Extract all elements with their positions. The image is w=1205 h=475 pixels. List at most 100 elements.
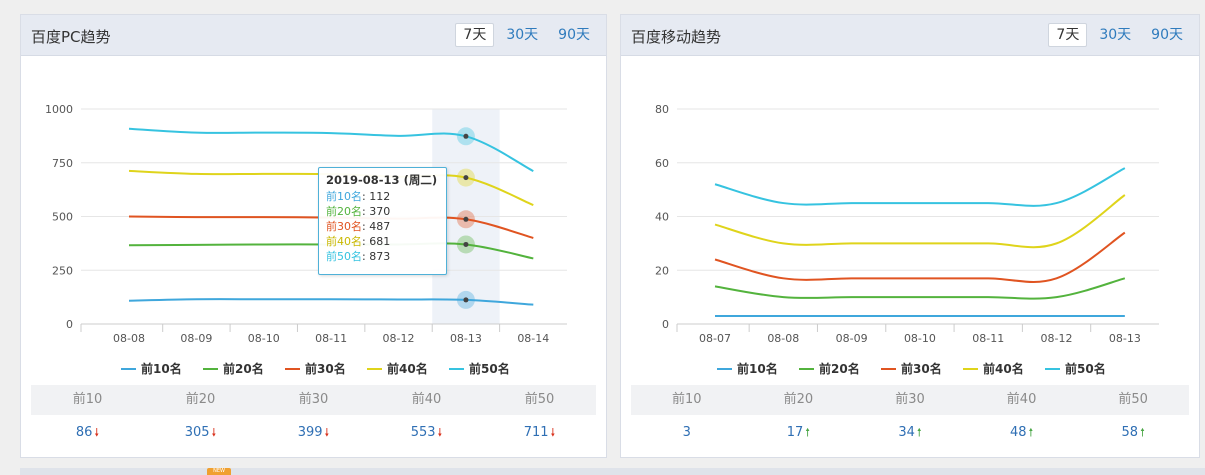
x-tick-label: 08-07 — [699, 332, 731, 345]
tooltip-series-value: 487 — [369, 220, 391, 233]
x-tick-label: 08-11 — [315, 332, 347, 345]
panel-title: 百度移动趋势 — [631, 28, 722, 46]
stats-value[interactable]: 86 — [75, 425, 93, 440]
tooltip-series-value: 873 — [369, 250, 391, 263]
stats-header-cell: 前40 — [1006, 392, 1037, 407]
tooltip-date: 2019-08-13 (周二) — [326, 173, 438, 187]
new-badge-label: NEW — [213, 468, 225, 474]
y-tick-label: 40 — [655, 211, 669, 224]
x-tick-label: 08-08 — [113, 332, 145, 345]
stats-header-cell: 前50 — [524, 392, 555, 407]
x-tick-label: 08-14 — [517, 332, 549, 345]
tooltip-series-name: 前30名 — [326, 220, 362, 233]
arrow-down-icon: 🠗 — [94, 426, 100, 439]
stats-value-cell[interactable]: 34 🠕 — [854, 415, 966, 451]
stats-value-cell[interactable]: 3 — [631, 415, 743, 451]
stats-header-cell: 前40 — [411, 392, 442, 407]
legend-label: 前20名 — [819, 361, 860, 376]
tooltip-row: 前50名: 873 — [326, 250, 391, 263]
arrow-up-icon: 🠕 — [1140, 426, 1145, 439]
stats-value-cell[interactable]: 48 🠕 — [966, 415, 1078, 451]
arrow-up-icon: 🠕 — [1028, 426, 1034, 439]
x-tick-label: 08-09 — [836, 332, 868, 345]
stats-value-cell[interactable]: 553 🠗 — [370, 415, 483, 451]
legend-label: 前40名 — [387, 361, 428, 376]
stats-value[interactable]: 3 — [682, 425, 691, 440]
stats-value-row: 86 🠗 305 🠗 399 🠗 553 🠗 711 🠗 — [31, 415, 596, 451]
stats-value-cell[interactable]: 399 🠗 — [257, 415, 370, 451]
stats-header-cell: 前30 — [895, 392, 925, 407]
arrow-down-icon: 🠗 — [211, 426, 217, 439]
stats-header-cell: 前10 — [672, 392, 702, 407]
range-30d-button[interactable]: 30天 — [1099, 27, 1132, 43]
stats-value[interactable]: 553 — [410, 425, 436, 440]
stats-value[interactable]: 399 — [297, 425, 323, 440]
tooltip-row: 前20名: 370 — [326, 205, 391, 218]
series-line — [714, 194, 1126, 249]
range-90d-button[interactable]: 90天 — [1151, 27, 1183, 43]
x-tick-label: 08-12 — [1041, 332, 1073, 345]
y-tick-label: 1000 — [45, 103, 73, 116]
series-line — [714, 277, 1126, 300]
tooltip-series-name: 前50名 — [326, 250, 362, 263]
x-tick-label: 08-13 — [450, 332, 482, 345]
range-selector: 7天 30天 90天 — [455, 23, 598, 47]
tooltip-series-value: 112 — [369, 190, 391, 203]
tooltip-series-name: 前40名 — [326, 235, 362, 248]
range-selector: 7天 30天 90天 — [1048, 23, 1191, 47]
stats-header-cell: 前20 — [185, 392, 216, 407]
stats-header-cell: 前50 — [1118, 392, 1148, 407]
stats-value-row: 3 17 🠕 34 🠕 48 🠕 58 🠕 — [631, 415, 1189, 451]
stats-header-cell: 前30 — [298, 392, 329, 407]
highlight-marker — [463, 133, 469, 139]
arrow-up-icon: 🠕 — [916, 426, 922, 439]
y-tick-label: 250 — [52, 264, 73, 277]
highlight-marker — [463, 241, 469, 247]
series-line — [714, 167, 1126, 207]
tooltip-row: 前40名: 681 — [326, 235, 391, 248]
stats-value-cell[interactable]: 711 🠗 — [483, 415, 596, 451]
legend-label: 前30名 — [305, 361, 346, 376]
baidu-mobile-trend-panel: 百度移动趋势 7天 30天 90天 0 20 40 60 80 08-07 08-08 08-… — [620, 14, 1200, 458]
stats-value[interactable]: 58 — [1121, 425, 1139, 440]
x-tick-label: 08-12 — [383, 332, 415, 345]
arrow-down-icon: 🠗 — [324, 426, 330, 439]
highlight-marker — [463, 297, 469, 303]
stats-header-cell: 前20 — [783, 392, 814, 407]
range-90d-button[interactable]: 90天 — [558, 27, 590, 43]
range-30d-button[interactable]: 30天 — [506, 27, 539, 43]
pc-trend-line-chart[interactable]: 0 250 500 750 1000 08-08 08-09 08-10 08-11 08-12 0… — [21, 56, 606, 386]
chart-tooltip: 2019-08-13 (周二) 前10名: 112 前20名: 370 前30名… — [318, 167, 447, 275]
panel-header: 百度移动趋势 7天 30天 90天 — [621, 15, 1199, 56]
panel-header: 百度PC趋势 7天 30天 90天 — [21, 15, 606, 56]
legend-label: 前10名 — [737, 361, 778, 376]
y-tick-label: 60 — [655, 157, 669, 170]
range-7d-button[interactable]: 7天 — [1048, 23, 1088, 47]
range-7d-button[interactable]: 7天 — [455, 23, 495, 47]
stats-value[interactable]: 48 — [1009, 425, 1027, 440]
next-panel-header — [20, 468, 1205, 475]
y-tick-label: 80 — [655, 103, 669, 116]
stats-value[interactable]: 34 — [898, 425, 915, 440]
stats-value-cell[interactable]: 58 🠕 — [1077, 415, 1189, 451]
arrow-up-icon: 🠕 — [805, 426, 811, 439]
stats-table: 前10 前20 前30 前40 前50 86 🠗 305 🠗 399 🠗 553 🠗 7… — [31, 385, 596, 451]
stats-value-cell[interactable]: 17 🠕 — [743, 415, 855, 451]
stats-value[interactable]: 305 — [184, 425, 210, 440]
x-tick-label: 08-09 — [180, 332, 212, 345]
tooltip-series-name: 前10名 — [326, 190, 362, 203]
new-badge: NEW — [207, 468, 231, 475]
legend-label: 前20名 — [223, 361, 264, 376]
x-tick-label: 08-08 — [767, 332, 799, 345]
highlight-marker — [463, 175, 469, 181]
stats-value-cell[interactable]: 86 🠗 — [31, 415, 144, 451]
y-tick-label: 0 — [662, 318, 669, 331]
stats-value[interactable]: 711 — [523, 425, 549, 440]
stats-value[interactable]: 17 — [786, 425, 804, 440]
tooltip-row: 前10名: 112 — [326, 190, 391, 203]
arrow-down-icon: 🠗 — [550, 426, 556, 439]
legend-label: 前30名 — [901, 361, 942, 376]
mobile-trend-line-chart[interactable]: 0 20 40 60 80 08-07 08-08 08-09 08-10 08-11 08-12 0… — [621, 56, 1199, 386]
stats-value-cell[interactable]: 305 🠗 — [144, 415, 257, 451]
stats-table: 前10 前20 前30 前40 前50 3 17 🠕 34 🠕 48 🠕 58 🠕 — [631, 385, 1189, 451]
